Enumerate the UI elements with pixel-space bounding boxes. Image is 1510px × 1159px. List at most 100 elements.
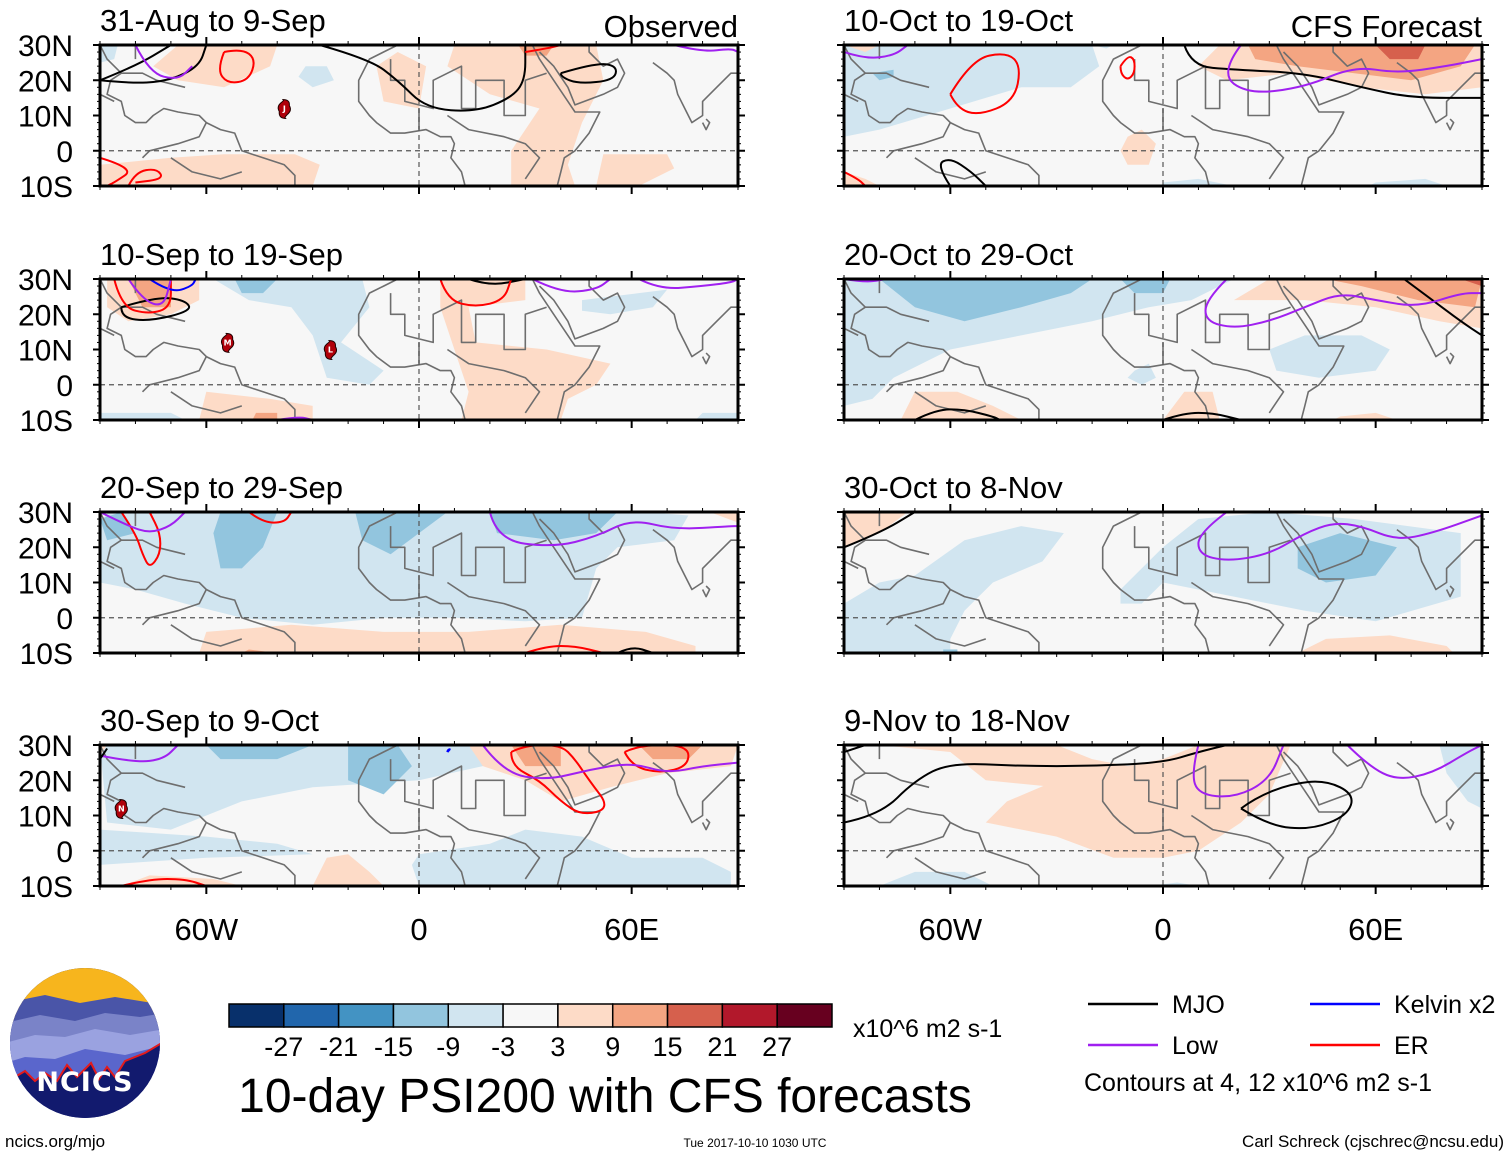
coastline <box>100 279 296 420</box>
panel-title: 10-Oct to 19-Oct <box>844 3 1074 38</box>
negative-anomaly-region <box>206 745 313 760</box>
y-tick-label: 30N <box>18 730 73 763</box>
colorbar-label: -27 <box>264 1032 303 1062</box>
positive-anomaly-region <box>199 391 313 420</box>
panel-title: 10-Sep to 19-Sep <box>100 237 343 272</box>
colorbar-label: 9 <box>605 1032 620 1062</box>
coastline <box>446 114 541 180</box>
coastline <box>1133 59 1291 117</box>
negative-anomaly-region <box>844 45 1100 137</box>
map-content <box>844 745 1482 886</box>
coastline <box>844 745 1040 886</box>
negative-anomaly-region <box>695 412 738 420</box>
map-content: J <box>100 45 738 186</box>
colorbar-swatch <box>228 1003 285 1028</box>
coastline <box>446 814 541 880</box>
colorbar-swatch <box>666 1003 724 1028</box>
er-contour <box>121 877 207 886</box>
y-tick-label: 30N <box>18 497 73 530</box>
x-tick-label: 60W <box>918 912 982 947</box>
positive-anomaly-region <box>100 154 320 186</box>
coastline <box>844 45 1040 186</box>
colorbar: -27 -21 -15 -9 -3 3 9 15 21 27 <box>228 1003 833 1062</box>
coastline <box>914 624 987 647</box>
positive-anomaly-region <box>596 154 675 186</box>
tropical-storm-marker[interactable]: N <box>114 799 128 819</box>
coastline <box>538 745 626 806</box>
legend-item: Kelvin x2 <box>1310 991 1495 1019</box>
er-contour <box>219 49 255 84</box>
coastline <box>141 822 208 859</box>
legend: MJO Kelvin x2 Low ER <box>1088 991 1495 1060</box>
mjo-contour <box>939 159 987 186</box>
coastline <box>141 356 208 393</box>
tropical-storm-marker[interactable]: L <box>323 340 338 360</box>
colorbar-label: 3 <box>550 1032 565 1062</box>
ncics-logo[interactable]: NCICS <box>5 963 165 1123</box>
map-panel-p5: 10-Oct to 19-Oct CFS Forecast <box>837 3 1489 194</box>
tropical-storm-marker[interactable]: M <box>220 332 235 353</box>
low-contour <box>488 512 738 547</box>
er-contour <box>100 156 129 186</box>
kelvin-contour <box>446 748 451 753</box>
mjo-contour <box>120 297 191 321</box>
positive-anomaly-region <box>1120 129 1156 165</box>
coastline <box>1445 585 1455 598</box>
negative-anomaly-region <box>100 512 136 541</box>
colorbar-label: -15 <box>374 1032 413 1062</box>
coastline <box>844 512 1040 653</box>
coastline <box>1445 118 1455 131</box>
coastline <box>914 857 987 880</box>
negative-anomaly-region <box>879 871 993 886</box>
storm-name: N <box>118 805 125 814</box>
positive-anomaly-region <box>858 745 1291 858</box>
coastline <box>531 745 601 886</box>
y-tick-label: 0 <box>56 603 73 636</box>
x-tick-label: 60E <box>1348 912 1403 947</box>
coastline <box>1282 745 1370 806</box>
coastline <box>652 61 738 124</box>
legend-item: MJO <box>1088 991 1225 1019</box>
coastline <box>531 45 601 186</box>
coastline <box>1445 352 1455 365</box>
coastline <box>865 306 930 323</box>
panel-title: 20-Sep to 29-Sep <box>100 470 343 505</box>
er-contour <box>525 45 562 53</box>
coastline <box>1445 818 1455 831</box>
coastline <box>1133 759 1291 817</box>
storm-icon <box>114 799 128 819</box>
x-tick-label: 60E <box>604 912 659 947</box>
er-contour <box>127 168 162 186</box>
low-contour <box>100 512 186 533</box>
low-contour <box>531 279 611 293</box>
coastline <box>844 793 859 803</box>
colorbar-label: -21 <box>319 1032 358 1062</box>
tropical-storm-marker[interactable]: J <box>277 99 291 119</box>
negative-anomaly-region <box>1163 178 1234 186</box>
coastline <box>1190 114 1285 180</box>
er-contour <box>949 53 1020 115</box>
colorbar-swatch <box>721 1003 778 1028</box>
site-link[interactable]: ncics.org/mjo <box>5 1132 105 1151</box>
coastline <box>100 793 115 803</box>
low-contour <box>844 45 909 59</box>
legend-note: Contours at 4, 12 x10^6 m2 s-1 <box>1084 1069 1432 1097</box>
y-tick-label: 20N <box>18 765 73 798</box>
y-tick-label: 0 <box>56 370 73 403</box>
coastline <box>701 118 711 131</box>
negative-anomaly-region <box>844 526 1064 653</box>
colorbar-swatch <box>776 1003 833 1028</box>
colorbar-swatch <box>392 1003 450 1028</box>
colorbar-label: -9 <box>436 1032 460 1062</box>
y-tick-label: 30N <box>18 264 73 297</box>
coastline <box>885 589 952 626</box>
positive-anomaly-region <box>844 45 880 52</box>
positive-anomaly-region <box>121 875 242 886</box>
coastline <box>170 157 243 180</box>
y-tick-label: 30N <box>18 30 73 63</box>
low-contour <box>1346 745 1482 779</box>
negative-anomaly-region <box>100 412 186 420</box>
panel-title: 30-Oct to 8-Nov <box>844 470 1063 505</box>
